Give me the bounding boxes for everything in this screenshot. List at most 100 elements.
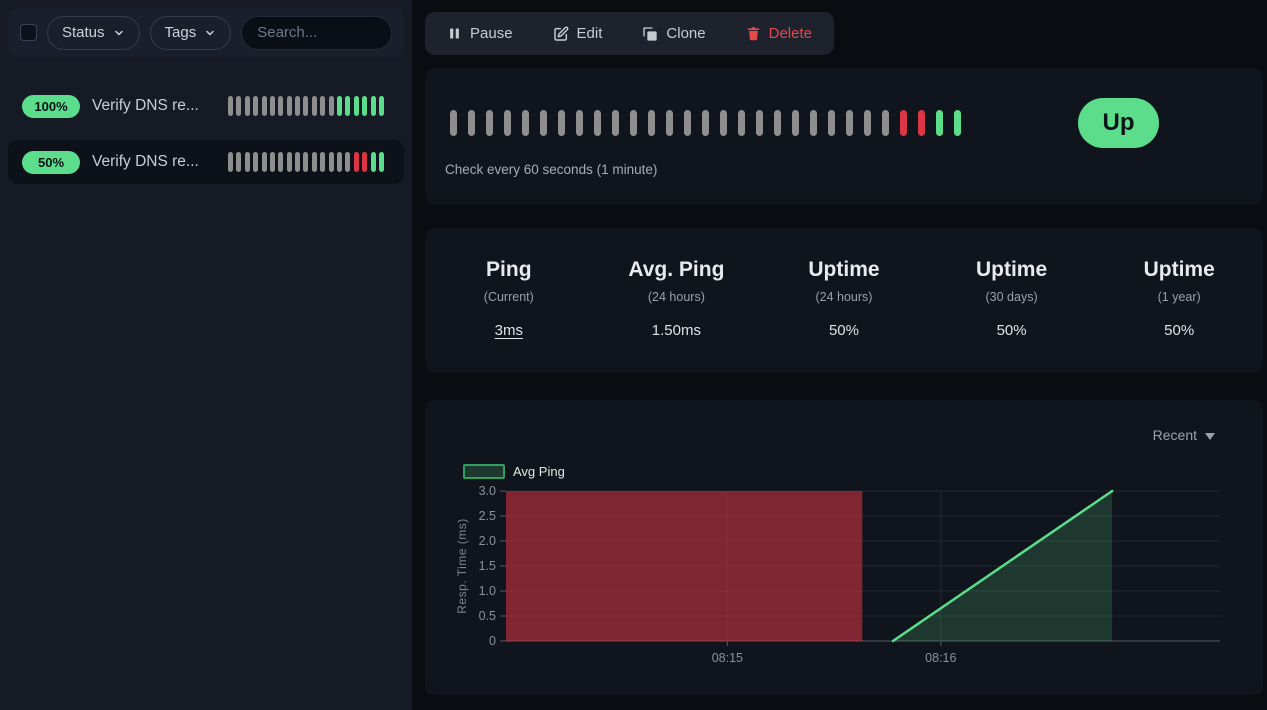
tags-filter-dropdown[interactable]: Tags [149,15,232,50]
heartbeat-empty [261,96,267,116]
stat-value: 50% [828,322,859,339]
heartbeat-empty [792,110,799,136]
status-filter-dropdown[interactable]: Status [47,15,140,50]
heartbeat-down [900,110,907,136]
trash-icon [746,26,761,42]
heartbeat-empty [295,96,301,116]
clone-label: Clone [666,25,706,42]
search-input[interactable] [241,15,392,50]
svg-text:08:15: 08:15 [712,651,743,665]
stat-subtitle: (24 hours) [815,290,873,304]
edit-icon [553,26,569,42]
svg-text:1.5: 1.5 [479,559,496,573]
heartbeat-empty [522,110,529,136]
heartbeat-down [362,152,368,172]
heartbeat-empty [337,152,343,172]
uptime-badge: 50% [22,150,80,174]
uptime-badge: 100% [22,94,80,118]
stat-subtitle: (30 days) [985,290,1038,304]
heartbeat-empty [810,110,817,136]
select-all-checkbox[interactable] [20,24,37,41]
heartbeat-empty [328,152,334,172]
heartbeat-up [345,96,351,116]
monitor-list-item[interactable]: 100% Verify DNS re... [8,84,404,128]
edit-button[interactable]: Edit [553,25,603,42]
stat-title: Ping [486,258,532,281]
heartbeat-empty [882,110,889,136]
stat-value: 3ms [494,322,523,339]
heartbeat-empty [738,110,745,136]
monitor-list-item[interactable]: 50% Verify DNS re... [8,140,404,184]
svg-text:0: 0 [489,634,496,648]
heartbeat-empty [558,110,565,136]
stat-title: Uptime [808,258,880,281]
heartbeat-empty [253,152,259,172]
svg-text:1.0: 1.0 [479,584,496,598]
stat-uptime-24h: Uptime (24 hours) 50% [760,258,928,373]
chart-legend-avg-ping[interactable]: Avg Ping [463,464,565,479]
heartbeat-empty [774,110,781,136]
status-badge: Up [1078,98,1159,148]
legend-swatch [463,464,505,479]
heartbeat-down [918,110,925,136]
stat-subtitle: (Current) [483,290,534,304]
heartbeat-empty [227,152,233,172]
edit-label: Edit [576,25,603,42]
heartbeat-up [379,96,384,116]
heartbeat-empty [345,152,351,172]
clone-button[interactable]: Clone [642,25,706,42]
svg-text:08:16: 08:16 [925,651,956,665]
stat-subtitle: (1 year) [1157,290,1201,304]
stat-value: 50% [996,322,1027,339]
heartbeat-empty [311,96,317,116]
heartbeat-empty [630,110,637,136]
heartbeat-up [954,110,961,136]
svg-text:2.0: 2.0 [479,534,496,548]
delete-button[interactable]: Delete [746,25,812,42]
monitor-name: Verify DNS re... [92,97,199,114]
monitor-name: Verify DNS re... [92,153,199,170]
heartbeat-empty [261,152,267,172]
svg-text:Resp. Time (ms): Resp. Time (ms) [455,518,469,614]
heartbeat-down [353,152,359,172]
stats-row: Ping (Current) 3ms Avg. Ping (24 hours) … [425,228,1263,373]
heartbeat-empty [756,110,763,136]
stat-avg-ping-24h: Avg. Ping (24 hours) 1.50ms [593,258,761,373]
caret-down-icon [1205,427,1215,443]
chart-range-dropdown[interactable]: Recent [1153,427,1215,443]
stat-uptime-1y: Uptime (1 year) 50% [1095,258,1263,373]
heartbeat-empty [684,110,691,136]
heartbeat-bar [450,110,961,136]
stat-title: Uptime [975,258,1048,281]
heartbeat-empty [286,96,292,116]
heartbeat-empty [278,96,284,116]
heartbeat-empty [295,152,301,172]
heartbeat-empty [303,152,309,172]
heartbeat-up [379,152,384,172]
heartbeat-empty [244,96,250,116]
legend-label: Avg Ping [513,464,565,479]
svg-text:2.5: 2.5 [479,509,496,523]
heartbeat-empty [286,152,292,172]
heartbeat-up [337,96,343,116]
heartbeat-empty [828,110,835,136]
heartbeat-empty [236,96,242,116]
pause-label: Pause [470,25,513,42]
heartbeat-empty [311,152,317,172]
heartbeat-empty [253,96,259,116]
stat-value: 1.50ms [651,322,701,339]
heartbeat-empty [320,152,326,172]
response-chart-card: Recent Avg Ping 0 0.5 1.0 1.5 2.0 2.5 3.0 08:15… [425,400,1263,695]
pause-button[interactable]: Pause [447,25,513,42]
heartbeat-up [936,110,943,136]
heartbeat-up [362,96,368,116]
chevron-down-icon [113,27,125,39]
heartbeat-empty [244,152,250,172]
heartbeat-empty [468,110,475,136]
chevron-down-icon [204,27,216,39]
heartbeat-empty [328,96,334,116]
clone-icon [642,26,658,42]
tags-filter-label: Tags [164,24,197,41]
stat-ping-current: Ping (Current) 3ms [425,258,593,373]
